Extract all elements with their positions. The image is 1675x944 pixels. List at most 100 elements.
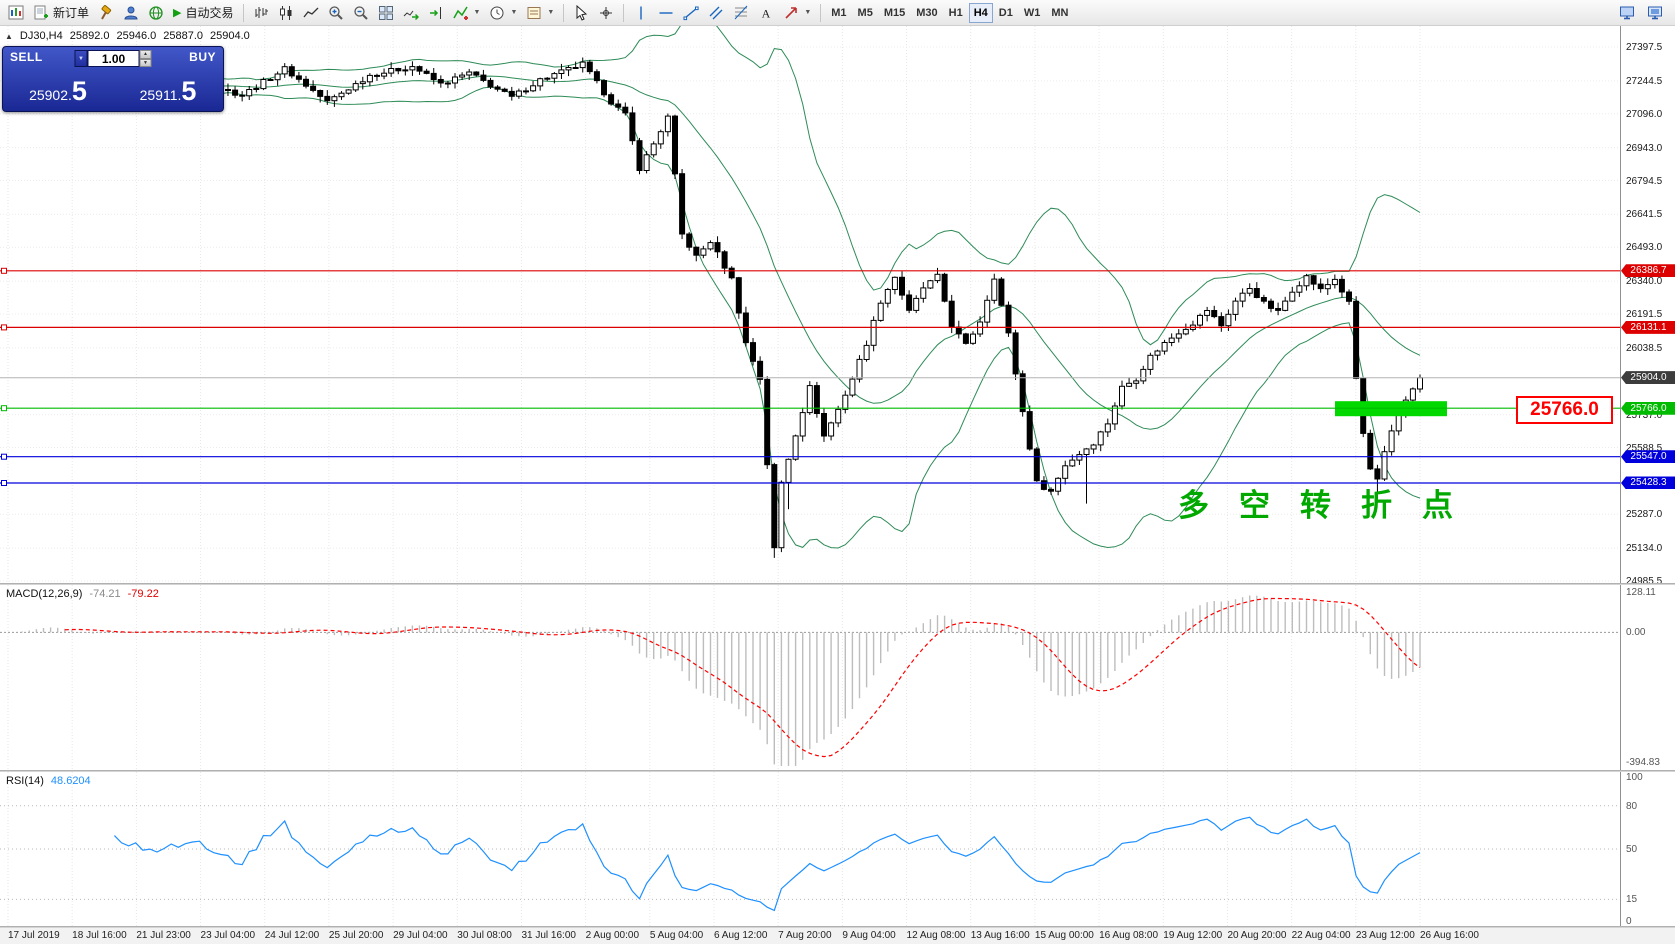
price-badge: 25904.0 xyxy=(1621,371,1675,385)
time-axis-label: 13 Aug 16:00 xyxy=(970,930,1030,941)
new-chart-window-button[interactable] xyxy=(1615,2,1639,24)
market-button[interactable] xyxy=(144,2,168,24)
rsi-axis-label: 100 xyxy=(1626,772,1643,783)
timeframe-m5-button[interactable]: M5 xyxy=(857,6,873,19)
toolbar-separator xyxy=(820,3,822,22)
volume-up-button[interactable]: ▲ xyxy=(139,50,152,59)
collapse-panel-icon[interactable]: ▲ xyxy=(5,31,13,41)
chart-shift-icon xyxy=(429,6,441,19)
text-icon: A xyxy=(762,6,771,20)
crosshair-button[interactable] xyxy=(594,2,618,24)
price-axis-label: 27397.5 xyxy=(1626,42,1663,53)
toolbar-separator xyxy=(242,3,244,22)
line-chart-button[interactable] xyxy=(299,2,323,24)
price-axis[interactable]: 27397.5 27244.5 27096.0 26943.0 26794.5 26641… xyxy=(1620,26,1675,927)
time-axis-label: 21 Jul 23:00 xyxy=(136,930,191,941)
app-icon-button[interactable] xyxy=(4,2,28,24)
fullscreen-button[interactable] xyxy=(1643,2,1667,24)
channel-button[interactable] xyxy=(704,2,728,24)
arrows-button[interactable]: ▼ xyxy=(779,2,815,24)
close-value: 25904.0 xyxy=(210,30,250,42)
timeframe-m30-button[interactable]: M30 xyxy=(916,6,938,19)
buy-button[interactable]: BUY 25911.5 xyxy=(113,47,223,111)
new-order-button[interactable]: 新订单 xyxy=(29,2,93,24)
metaeditor-button[interactable] xyxy=(94,2,118,24)
chart-annotation-text[interactable]: 多空转折点 xyxy=(1178,488,1483,523)
time-axis[interactable]: 17 Jul 2019 18 Jul 16:00 21 Jul 23:00 23 Ju… xyxy=(0,928,1675,944)
price-axis-label: 25737.0 xyxy=(1626,409,1663,421)
zoom-in-button[interactable] xyxy=(324,2,348,24)
timeframe-m15-button[interactable]: M15 xyxy=(883,6,906,19)
accounts-button[interactable] xyxy=(119,2,143,24)
timeframe-w1-button[interactable]: W1 xyxy=(1023,6,1041,19)
rsi-level-lines xyxy=(0,805,1620,900)
chevron-down-icon: ▼ xyxy=(510,9,518,16)
fibonacci-button[interactable] xyxy=(729,2,753,24)
crosshair-icon xyxy=(600,6,613,19)
vertical-line-button[interactable] xyxy=(629,2,653,24)
timeframe-d1-button[interactable]: D1 xyxy=(998,6,1013,19)
time-axis-label: 26 Aug 16:00 xyxy=(1420,930,1479,941)
periods-button[interactable]: ▼ xyxy=(485,2,521,24)
time-axis-label: 6 Aug 12:00 xyxy=(714,930,768,941)
time-axis-label: 5 Aug 04:00 xyxy=(649,930,704,941)
time-axis-label: 18 Jul 16:00 xyxy=(72,930,127,941)
sell-button[interactable]: SELL 25902.5 xyxy=(3,47,113,111)
time-axis-label: 29 Jul 04:00 xyxy=(393,930,448,941)
rsi-axis-label: 50 xyxy=(1626,844,1638,855)
new-order-icon xyxy=(34,5,48,19)
candlestick-chart-button[interactable] xyxy=(274,2,298,24)
time-axis-label: 23 Aug 12:00 xyxy=(1355,930,1415,941)
macd-histogram xyxy=(21,595,1421,766)
price-badge: 25766.0 xyxy=(1621,401,1675,415)
volume-dropdown-button[interactable]: ▼ xyxy=(74,50,88,67)
price-badge: 25547.0 xyxy=(1621,450,1675,464)
rsi-indicator-plot[interactable] xyxy=(0,772,1620,926)
rsi-axis-label: 80 xyxy=(1626,800,1638,812)
timeframe-h4-button[interactable]: H4 xyxy=(968,2,993,23)
time-axis-label: 31 Jul 16:00 xyxy=(521,930,576,941)
volume-input[interactable] xyxy=(87,50,140,67)
macd-signal-value: -79.22 xyxy=(127,588,159,600)
price-badge: 25428.3 xyxy=(1621,476,1675,490)
time-axis-label: 12 Aug 08:00 xyxy=(906,930,966,941)
trendline-button[interactable] xyxy=(679,2,703,24)
price-axis-label: 25287.0 xyxy=(1626,509,1663,521)
templates-button[interactable]: ▼ xyxy=(522,2,558,24)
vertical-line-icon xyxy=(640,6,643,19)
panel-separator[interactable] xyxy=(0,583,1675,585)
price-axis-label: 26493.0 xyxy=(1626,242,1663,254)
horizontal-line-button[interactable] xyxy=(654,2,678,24)
indicators-button[interactable]: ▼ xyxy=(449,2,485,24)
text-tool-button[interactable]: A xyxy=(754,2,778,24)
price-axis-label: 27244.5 xyxy=(1626,75,1663,87)
macd-axis-label: -394.83 xyxy=(1626,757,1660,768)
macd-signal-line xyxy=(64,597,1421,758)
cursor-button[interactable] xyxy=(569,2,593,24)
volume-down-button[interactable]: ▼ xyxy=(139,58,152,67)
zoom-out-icon xyxy=(353,5,368,20)
rsi-value: 48.6204 xyxy=(50,775,91,787)
macd-indicator-plot[interactable] xyxy=(0,585,1620,770)
panel-separator[interactable] xyxy=(0,926,1675,928)
one-click-trading-panel: SELL 25902.5 BUY 25911.5 ▼ ▲ ▼ xyxy=(2,46,224,112)
low-value: 25887.0 xyxy=(163,30,204,42)
panel-separator[interactable] xyxy=(0,770,1675,772)
timeframe-m1-button[interactable]: M1 xyxy=(831,6,847,19)
auto-scroll-icon xyxy=(403,10,419,20)
price-callout[interactable]: 25766.0 xyxy=(1516,396,1613,424)
user-icon xyxy=(124,6,138,19)
auto-scroll-button[interactable] xyxy=(399,2,423,24)
rsi-line xyxy=(113,816,1421,912)
timeframe-h1-button[interactable]: H1 xyxy=(948,6,963,19)
macd-main-value: -74.21 xyxy=(89,588,121,600)
bar-chart-button[interactable] xyxy=(249,2,273,24)
rsi-axis-label: 0 xyxy=(1626,916,1632,927)
timeframe-mn-button[interactable]: MN xyxy=(1051,6,1069,19)
autotrading-button[interactable]: ▶ 自动交易 xyxy=(169,2,237,24)
candlestick-icon xyxy=(279,5,291,20)
chart-shift-button[interactable] xyxy=(424,2,448,24)
price-axis-label: 26794.5 xyxy=(1626,175,1663,187)
tile-windows-button[interactable] xyxy=(374,2,398,24)
zoom-out-button[interactable] xyxy=(349,2,373,24)
